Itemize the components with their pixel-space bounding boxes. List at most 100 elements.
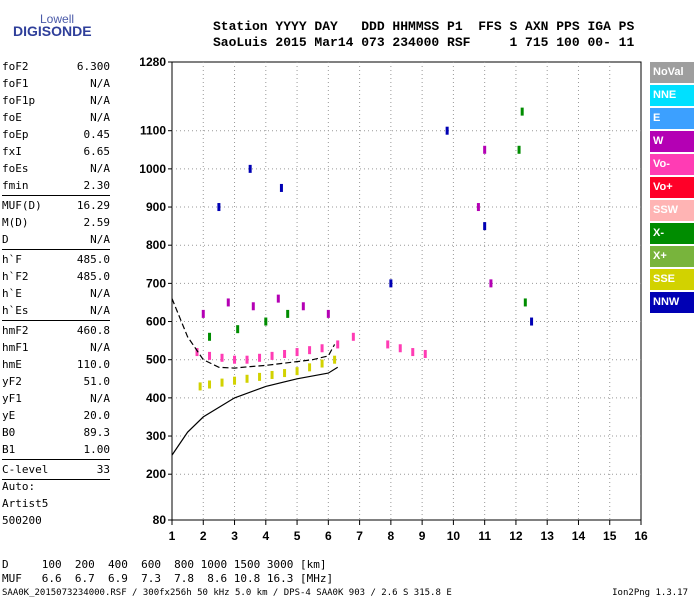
echo-point-sse bbox=[295, 367, 299, 376]
echo-point-nnw bbox=[248, 164, 252, 173]
x-tick-label: 7 bbox=[356, 529, 363, 543]
param-value: 6.300 bbox=[76, 60, 110, 73]
y-tick-label: 200 bbox=[146, 467, 166, 481]
station-header: Station YYYY DAY DDD HHMMSS P1 FFS S AXN… bbox=[213, 19, 634, 51]
echo-point-vo bbox=[208, 351, 212, 360]
param-value: N/A bbox=[90, 392, 110, 405]
param-value: N/A bbox=[90, 77, 110, 90]
param-value: N/A bbox=[90, 287, 110, 300]
x-tick-label: 1 bbox=[169, 529, 176, 543]
echo-point-vo bbox=[398, 344, 402, 353]
param-row: foF1p N/A bbox=[2, 92, 110, 109]
param-row: yF2 51.0 bbox=[2, 373, 110, 390]
version-footer: Ion2Png 1.3.17 bbox=[612, 588, 688, 598]
param-row: foE N/A bbox=[2, 109, 110, 126]
auto-line-3: 500200 bbox=[2, 514, 42, 527]
scaled-parameters-panel: foF2 6.300 foF1 N/A foF1p N/A foE N/A foEp 0.45 fx… bbox=[2, 58, 110, 481]
echo-point-w bbox=[301, 302, 305, 311]
echo-point-vo bbox=[283, 349, 287, 358]
echo-point-vo bbox=[195, 348, 199, 357]
echo-point-w bbox=[251, 302, 255, 311]
echo-point-vo bbox=[320, 344, 324, 353]
param-row: C-level 33 bbox=[2, 461, 110, 478]
param-value: N/A bbox=[90, 341, 110, 354]
echo-point-vo bbox=[245, 355, 249, 364]
echo-point-w bbox=[276, 294, 280, 303]
color-legend: NoVal NNE E W Vo- Vo+ SSW X- X+ SSE NNW bbox=[650, 62, 694, 315]
header-line-2: SaoLuis 2015 Mar14 073 234000 RSF 1 715 … bbox=[213, 35, 635, 50]
echo-point-sse bbox=[245, 374, 249, 383]
file-info-footer: SAA0K_2015073234000.RSF / 300fx256h 50 k… bbox=[2, 588, 452, 598]
legend-item-ssw: SSW bbox=[650, 200, 694, 221]
param-name: B1 bbox=[2, 443, 16, 456]
param-name: fmin bbox=[2, 179, 29, 192]
header-line-1: Station YYYY DAY DDD HHMMSS P1 FFS S AXN… bbox=[213, 19, 635, 34]
param-name: h`F bbox=[2, 253, 22, 266]
param-name: foE bbox=[2, 111, 22, 124]
legend-item-e: E bbox=[650, 108, 694, 129]
echo-point-sse bbox=[270, 370, 274, 379]
echo-point-x bbox=[517, 145, 521, 154]
param-row: D N/A bbox=[2, 231, 110, 248]
x-tick-label: 2 bbox=[200, 529, 207, 543]
y-tick-label: 300 bbox=[146, 429, 166, 443]
param-row: M(D) 2.59 bbox=[2, 214, 110, 231]
param-value: N/A bbox=[90, 94, 110, 107]
param-name: hmF2 bbox=[2, 324, 29, 337]
param-name: foEp bbox=[2, 128, 29, 141]
param-value: 20.0 bbox=[83, 409, 111, 422]
echo-point-w bbox=[226, 298, 230, 307]
echo-point-sse bbox=[283, 369, 287, 378]
param-value: 16.29 bbox=[76, 199, 110, 212]
echo-point-sse bbox=[320, 359, 324, 368]
echo-point-x bbox=[264, 317, 268, 326]
echo-point-w bbox=[483, 145, 487, 154]
y-tick-label: 400 bbox=[146, 391, 166, 405]
x-tick-label: 8 bbox=[388, 529, 395, 543]
param-value: 110.0 bbox=[76, 358, 110, 371]
plot-frame bbox=[171, 61, 642, 521]
param-value: 33 bbox=[96, 463, 110, 476]
param-separator bbox=[2, 195, 110, 196]
param-value: 460.8 bbox=[76, 324, 110, 337]
param-name: yF2 bbox=[2, 375, 22, 388]
x-tick-label: 16 bbox=[634, 529, 648, 543]
y-tick-label: 1280 bbox=[139, 55, 166, 69]
auto-line-1: Auto: bbox=[2, 480, 36, 493]
param-value: 6.65 bbox=[83, 145, 111, 158]
param-value: N/A bbox=[90, 304, 110, 317]
param-row: hmF1 N/A bbox=[2, 339, 110, 356]
x-tick-label: 10 bbox=[447, 529, 461, 543]
muf-value-row: MUF 6.6 6.7 6.9 7.3 7.8 8.6 10.8 16.3 [M… bbox=[2, 572, 334, 585]
param-value: 485.0 bbox=[76, 253, 110, 266]
echo-point-nnw bbox=[279, 183, 283, 192]
auto-line-2: Artist5 bbox=[2, 497, 49, 510]
echo-point-vo bbox=[423, 349, 427, 358]
echo-point-vo bbox=[220, 353, 224, 362]
x-tick-label: 13 bbox=[541, 529, 555, 543]
y-tick-label: 700 bbox=[146, 276, 166, 290]
param-value: N/A bbox=[90, 162, 110, 175]
param-name: foF2 bbox=[2, 60, 29, 73]
echo-point-nnw bbox=[530, 317, 534, 326]
echo-point-w bbox=[201, 309, 205, 318]
echo-point-sse bbox=[258, 372, 262, 381]
legend-item-noval: NoVal bbox=[650, 62, 694, 83]
param-value: N/A bbox=[90, 111, 110, 124]
param-name: M(D) bbox=[2, 216, 29, 229]
param-value: 1.00 bbox=[83, 443, 111, 456]
legend-item-x: X- bbox=[650, 223, 694, 244]
echo-point-sse bbox=[220, 378, 224, 387]
x-tick-label: 14 bbox=[572, 529, 586, 543]
param-row: foF1 N/A bbox=[2, 75, 110, 92]
echo-point-w bbox=[489, 279, 493, 288]
param-row: fmin 2.30 bbox=[2, 177, 110, 194]
param-row: hmE 110.0 bbox=[2, 356, 110, 373]
echo-point-x bbox=[286, 309, 290, 318]
param-row: hmF2 460.8 bbox=[2, 322, 110, 339]
legend-item-nnw: NNW bbox=[650, 292, 694, 313]
param-row: h`E N/A bbox=[2, 285, 110, 302]
param-row: h`F 485.0 bbox=[2, 251, 110, 268]
param-name: MUF(D) bbox=[2, 199, 42, 212]
